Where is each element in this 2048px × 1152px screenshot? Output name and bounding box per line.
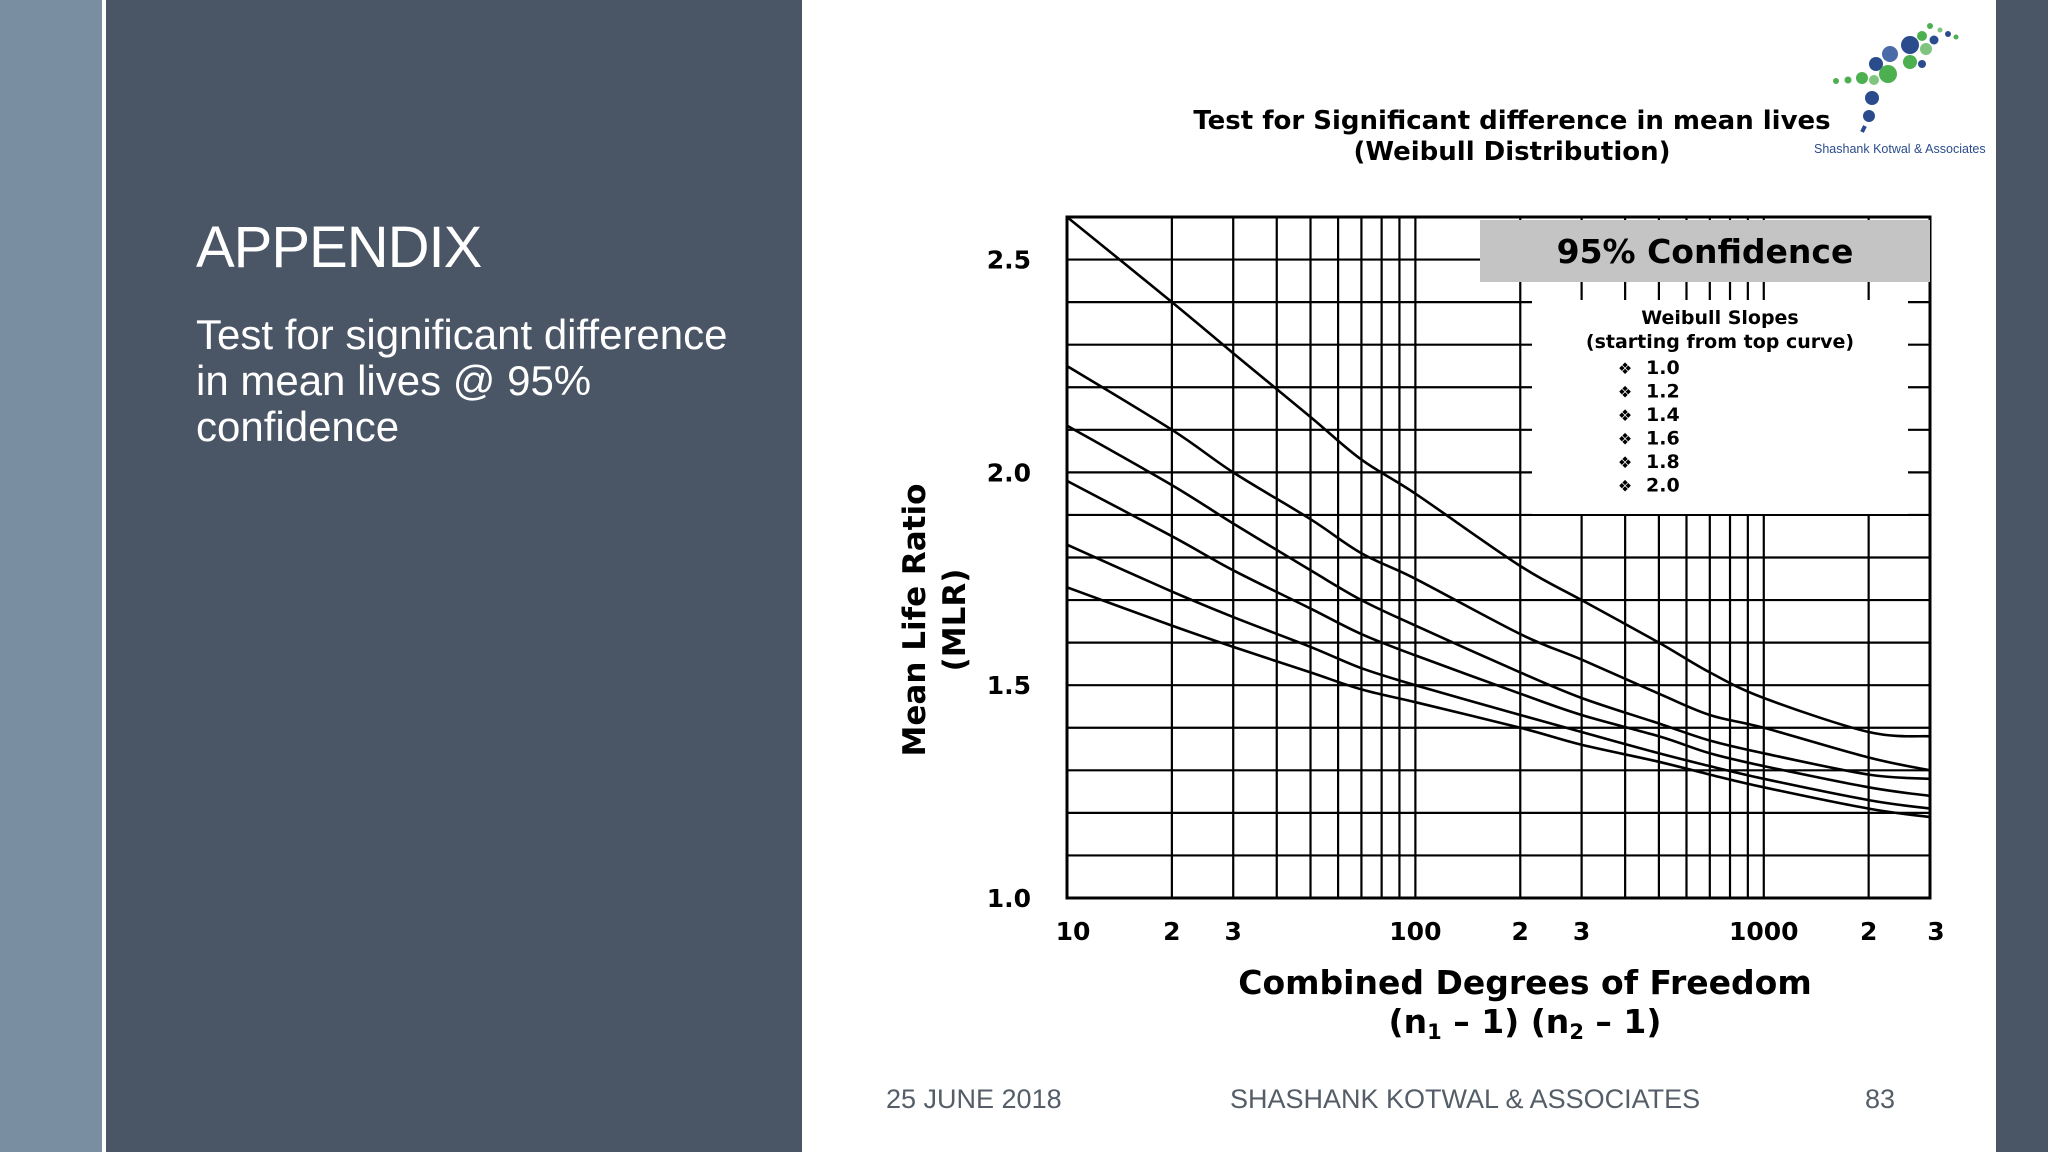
chart-curves [1066, 215, 1931, 819]
y-axis-label: Mean Life Ratio [897, 484, 933, 757]
slide-subtitle: Test for significant difference in mean … [196, 311, 728, 450]
x-tick-label: 3 [1573, 917, 1590, 946]
y-tick-label: 1.5 [987, 671, 1031, 700]
x-tick-label: 10 [1056, 917, 1091, 946]
legend-item-label: 1.6 [1646, 428, 1680, 450]
x-tick-label: 100 [1389, 917, 1441, 946]
legend-item-label: 2.0 [1646, 475, 1680, 497]
legend-background [1532, 300, 1908, 514]
logo-text: Shashank Kotwal & Associates [1814, 142, 1986, 156]
x-tick-label: 1000 [1729, 917, 1799, 946]
x-formula-part-1: (n [1389, 1002, 1428, 1041]
legend-bullet-icon: ❖ [1618, 430, 1632, 449]
x-axis-label: Combined Degrees of Freedom [1238, 963, 1811, 1002]
x-tick-label: 2 [1512, 917, 1529, 946]
x-formula-part-3: – 1) [1584, 1002, 1662, 1041]
legend-item-label: 1.8 [1646, 451, 1680, 473]
mlr-chart: 95% Confidence Weibull Slopes (starting … [897, 106, 1945, 1044]
weibull-curve-1-2 [1066, 364, 1931, 772]
legend-bullet-icon: ❖ [1618, 359, 1632, 378]
legend-title: Weibull Slopes [1641, 307, 1799, 329]
footer-company: SHASHANK KOTWAL & ASSOCIATES [1230, 1084, 1701, 1114]
weibull-curve-1-8 [1066, 543, 1931, 810]
x-tick-label: 2 [1860, 917, 1877, 946]
x-tick-label: 3 [1225, 917, 1242, 946]
x-tick-label: 2 [1163, 917, 1180, 946]
legend-item-label: 1.2 [1646, 381, 1680, 403]
y-tick-label: 2.0 [987, 458, 1031, 487]
chart-ticks: 1.0 1.5 2.0 2.5 10 2 3 100 2 3 1000 2 3 [987, 246, 1945, 946]
legend-bullet-icon: ❖ [1618, 406, 1632, 425]
confidence-label: 95% Confidence [1557, 232, 1854, 271]
weibull-curve-1-6 [1066, 479, 1931, 798]
left-divider-stripe [102, 0, 106, 1152]
y-axis-label-unit: (MLR) [937, 569, 973, 672]
chart-legend: 95% Confidence Weibull Slopes (starting … [1480, 220, 1930, 514]
y-tick-label: 2.5 [987, 246, 1031, 275]
legend-subtitle: (starting from top curve) [1586, 331, 1854, 353]
x-tick-label: 3 [1927, 917, 1944, 946]
legend-bullet-icon: ❖ [1618, 383, 1632, 402]
left-accent-stripe [0, 0, 102, 1152]
chart-subtitle: (Weibull Distribution) [1353, 137, 1670, 167]
legend-item-label: 1.4 [1646, 404, 1680, 426]
legend-items: ❖ 1.0 ❖ 1.2 ❖ 1.4 ❖ 1.6 ❖ 1.8 ❖ 2.0 [1618, 357, 1680, 497]
weibull-curve-1-0 [1066, 215, 1931, 738]
weibull-curve-1-4 [1066, 424, 1931, 781]
footer-date: 25 JUNE 2018 [886, 1084, 1062, 1114]
y-tick-label: 1.0 [987, 884, 1031, 913]
plot-frame [1065, 215, 1932, 900]
right-accent-stripe [1996, 0, 2048, 1152]
legend-bullet-icon: ❖ [1618, 453, 1632, 472]
footer-page-number: 83 [1865, 1084, 1896, 1114]
legend-bullet-icon: ❖ [1618, 477, 1632, 496]
chart-title: Test for Significant difference in mean … [1193, 106, 1830, 136]
x-formula-part-2: – 1) (n [1442, 1002, 1570, 1041]
weibull-curve-2-0 [1066, 586, 1931, 819]
chart-text: Test for Significant difference in mean … [897, 106, 1831, 1044]
confidence-box [1480, 220, 1930, 282]
legend-item-label: 1.0 [1646, 357, 1680, 379]
slide-title: APPENDIX [196, 215, 482, 280]
x-axis-label-formula: (n1 – 1) (n2 – 1) [1389, 1002, 1662, 1044]
side-panel [106, 0, 802, 1152]
company-logo-icon [1833, 23, 1959, 133]
x-formula-sub-1: 1 [1427, 1020, 1442, 1044]
x-formula-sub-2: 2 [1569, 1020, 1584, 1044]
